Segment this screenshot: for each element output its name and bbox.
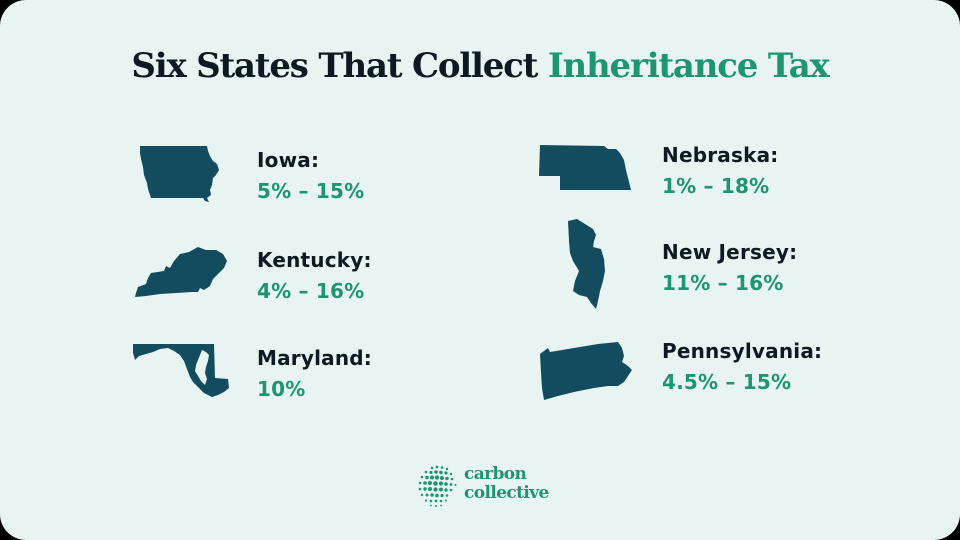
logo-wordmark: carbon collective <box>464 465 549 503</box>
nebraska-map-icon <box>538 144 632 192</box>
page-title: Six States That Collect Inheritance Tax <box>0 46 960 86</box>
state-name: New Jersey: <box>662 240 798 264</box>
state-rate: 11% – 16% <box>662 271 784 295</box>
iowa-map-icon <box>139 145 219 203</box>
title-prefix: Six States That Collect <box>131 46 548 86</box>
state-name: Iowa: <box>257 148 320 172</box>
state-rate: 4% – 16% <box>257 279 365 303</box>
state-name: Nebraska: <box>662 143 779 167</box>
logo-line-2: collective <box>464 483 549 503</box>
maryland-map-icon <box>132 343 232 398</box>
title-accent: Inheritance Tax <box>547 46 830 86</box>
state-rate: 4.5% – 15% <box>662 370 792 394</box>
logo-dot-sphere-icon <box>418 465 457 507</box>
state-rate: 5% – 15% <box>257 179 365 203</box>
state-name: Kentucky: <box>257 248 372 272</box>
state-rate: 10% <box>257 377 306 401</box>
state-rate: 1% – 18% <box>662 174 770 198</box>
pennsylvania-map-icon <box>538 340 633 402</box>
state-name: Pennsylvania: <box>662 339 823 363</box>
carbon-collective-logo: carbon collective <box>416 464 551 510</box>
kentucky-map-icon <box>134 246 229 300</box>
logo-line-1: carbon <box>464 464 527 484</box>
new-jersey-map-icon <box>563 219 607 311</box>
state-name: Maryland: <box>257 346 373 370</box>
